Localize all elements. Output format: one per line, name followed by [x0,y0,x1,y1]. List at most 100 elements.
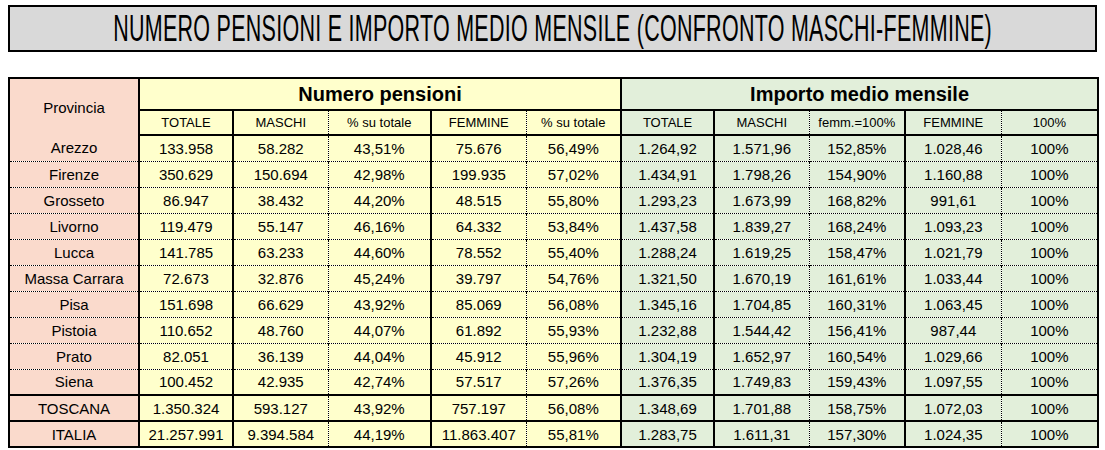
numero-totale-cell: 100.452 [139,369,233,395]
province-cell: Pisa [9,291,139,317]
numero-femmine-pct-cell: 53,84% [526,213,621,239]
importo-femm100-cell: 159,43% [809,369,905,395]
numero-femmine-pct-cell: 55,96% [526,343,621,369]
numero-maschi-pct-cell: 44,60% [328,239,431,265]
importo-100pct-cell: 100% [1001,161,1098,187]
numero-totale-cell: 141.785 [139,239,233,265]
importo-maschi-cell: 1.619,25 [714,239,809,265]
importo-femm100-cell: 168,24% [809,213,905,239]
group-header-row: Provincia Numero pensioni Importo medio … [9,78,1098,110]
numero-maschi-cell: 9.394.584 [233,421,328,447]
province-cell: ITALIA [9,421,139,447]
importo-femmine-header: FEMMINE [905,110,1001,135]
importo-100pct-cell: 100% [1001,135,1098,161]
table-row: Lucca 141.785 63.233 44,60% 78.552 55,40… [9,239,1098,265]
importo-totale-cell: 1.293,23 [621,187,714,213]
numero-femmine-cell: 48.515 [431,187,526,213]
table-row: Siena 100.452 42.935 42,74% 57.517 57,26… [9,369,1098,395]
numero-maschi-cell: 66.629 [233,291,328,317]
importo-femmine-cell: 1.033,44 [905,265,1001,291]
province-cell: Grosseto [9,187,139,213]
table-row: Firenze 350.629 150.694 42,98% 199.935 5… [9,161,1098,187]
importo-femmine-cell: 1.097,55 [905,369,1001,395]
importo-femm100-cell: 158,47% [809,239,905,265]
numero-femmine-pct-cell: 55,40% [526,239,621,265]
numero-totale-cell: 151.698 [139,291,233,317]
numero-maschi-header: MASCHI [233,110,328,135]
importo-maschi-cell: 1.701,88 [714,395,809,421]
importo-totale-cell: 1.434,91 [621,161,714,187]
importo-femm100-header: femm.=100% [809,110,905,135]
importo-totale-cell: 1.232,88 [621,317,714,343]
table-row: TOSCANA 1.350.324 593.127 43,92% 757.197… [9,395,1098,421]
importo-medio-group-header: Importo medio mensile [621,78,1098,110]
numero-femmine-pct-cell: 57,02% [526,161,621,187]
numero-maschi-cell: 58.282 [233,135,328,161]
importo-100pct-cell: 100% [1001,369,1098,395]
importo-maschi-cell: 1.798,26 [714,161,809,187]
table-row: Pisa 151.698 66.629 43,92% 85.069 56,08%… [9,291,1098,317]
table-header: Provincia Numero pensioni Importo medio … [9,78,1098,135]
pension-table: Provincia Numero pensioni Importo medio … [8,77,1099,448]
numero-femmine-pct-cell: 56,49% [526,135,621,161]
numero-maschi-pct-header: % su totale [328,110,431,135]
table-row: Prato 82.051 36.139 44,04% 45.912 55,96%… [9,343,1098,369]
numero-totale-cell: 133.958 [139,135,233,161]
numero-totale-cell: 82.051 [139,343,233,369]
importo-femmine-cell: 1.021,79 [905,239,1001,265]
importo-totale-header: TOTALE [621,110,714,135]
importo-femm100-cell: 160,31% [809,291,905,317]
numero-femmine-cell: 78.552 [431,239,526,265]
importo-100pct-cell: 100% [1001,187,1098,213]
importo-100pct-cell: 100% [1001,291,1098,317]
numero-maschi-cell: 63.233 [233,239,328,265]
importo-femmine-cell: 1.063,45 [905,291,1001,317]
importo-100pct-cell: 100% [1001,239,1098,265]
numero-totale-cell: 86.947 [139,187,233,213]
importo-maschi-cell: 1.704,85 [714,291,809,317]
numero-femmine-cell: 64.332 [431,213,526,239]
importo-totale-cell: 1.304,19 [621,343,714,369]
importo-totale-cell: 1.376,35 [621,369,714,395]
numero-totale-cell: 21.257.991 [139,421,233,447]
importo-100pct-cell: 100% [1001,213,1098,239]
importo-femm100-cell: 156,41% [809,317,905,343]
numero-maschi-pct-cell: 44,20% [328,187,431,213]
numero-totale-cell: 110.652 [139,317,233,343]
table-row: ITALIA 21.257.991 9.394.584 44,19% 11.86… [9,421,1098,447]
importo-totale-cell: 1.288,24 [621,239,714,265]
importo-femmine-cell: 1.029,66 [905,343,1001,369]
numero-femmine-pct-cell: 55,93% [526,317,621,343]
province-cell: Prato [9,343,139,369]
province-cell: Arezzo [9,135,139,161]
importo-totale-cell: 1.345,16 [621,291,714,317]
numero-maschi-pct-cell: 45,24% [328,265,431,291]
importo-100pct-cell: 100% [1001,395,1098,421]
importo-maschi-header: MASCHI [714,110,809,135]
province-cell: Massa Carrara [9,265,139,291]
importo-maschi-cell: 1.652,97 [714,343,809,369]
numero-femmine-pct-cell: 54,76% [526,265,621,291]
table-row: Arezzo 133.958 58.282 43,51% 75.676 56,4… [9,135,1098,161]
numero-maschi-pct-cell: 42,74% [328,369,431,395]
numero-femmine-cell: 75.676 [431,135,526,161]
table-row: Grosseto 86.947 38.432 44,20% 48.515 55,… [9,187,1098,213]
numero-maschi-cell: 38.432 [233,187,328,213]
numero-totale-header: TOTALE [139,110,233,135]
page-title: NUMERO PENSIONI E IMPORTO MEDIO MENSILE … [113,8,992,50]
numero-totale-cell: 119.479 [139,213,233,239]
numero-maschi-cell: 55.147 [233,213,328,239]
sub-header-row: TOTALE MASCHI % su totale FEMMINE % su t… [9,110,1098,135]
province-cell: Siena [9,369,139,395]
numero-maschi-cell: 48.760 [233,317,328,343]
importo-femm100-cell: 161,61% [809,265,905,291]
province-cell: TOSCANA [9,395,139,421]
province-column-header: Provincia [9,78,139,135]
numero-maschi-pct-cell: 43,51% [328,135,431,161]
numero-totale-cell: 1.350.324 [139,395,233,421]
importo-maschi-cell: 1.673,99 [714,187,809,213]
numero-totale-cell: 350.629 [139,161,233,187]
importo-femmine-cell: 1.072,03 [905,395,1001,421]
numero-maschi-pct-cell: 44,07% [328,317,431,343]
importo-100pct-cell: 100% [1001,265,1098,291]
